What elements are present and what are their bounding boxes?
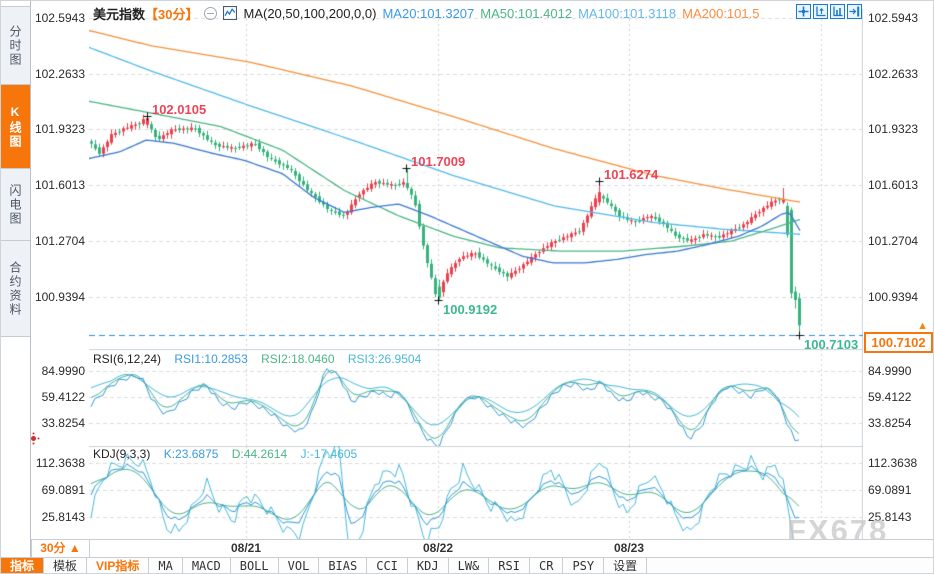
rsi-tick-label: 33.8254 — [41, 416, 85, 430]
price-annotation-label: 100.9192 — [442, 302, 498, 318]
kdj-tick-label: 112.3638 — [35, 456, 85, 470]
pan-right-icon[interactable] — [847, 4, 862, 19]
price-tick-label: 101.9323 — [34, 122, 85, 136]
auto-scale-icon[interactable] — [813, 4, 828, 19]
symbol-title: 美元指数【30分】 — [93, 4, 198, 23]
price-tick-label: 101.2704 — [34, 234, 85, 248]
current-price-box: 100.7102 ▲ — [864, 321, 933, 353]
price-tick-label: 102.2633 — [868, 67, 919, 81]
kdj-tick-label: 112.3638 — [868, 456, 918, 470]
date-tick: 08/22 — [422, 541, 454, 555]
chart-type-sidebar: 分时图 K线图 闪电图 合约资料 — [1, 1, 31, 557]
toolbar-tab-kdj[interactable]: KDJ — [408, 558, 449, 573]
kdj-tick-label: 69.0891 — [41, 483, 85, 497]
price-annotation-label: 102.0105 — [151, 102, 207, 118]
toolbar-tab-macd[interactable]: MACD — [183, 558, 231, 573]
kdj-j-value: J:-17.4605 — [300, 447, 358, 461]
price-tick-label: 100.9394 — [34, 290, 85, 304]
price-tick-label: 101.2704 — [868, 234, 919, 248]
toolbar-tab-ma[interactable]: MA — [149, 558, 183, 573]
sidebar-tab-lightning-chart[interactable]: 闪电图 — [1, 169, 30, 241]
toolbar-tab-bias[interactable]: BIAS — [319, 558, 368, 573]
kdj-tick-label: 25.8143 — [868, 510, 912, 524]
price-tick-label: 101.9323 — [868, 122, 919, 136]
rsi-params: RSI(6,12,24) — [93, 352, 162, 366]
price-up-arrow-icon: ▲ — [917, 320, 928, 332]
toolbar-tab-indicators[interactable]: 指标 — [1, 558, 45, 573]
current-price-value: 100.7102 — [871, 335, 926, 350]
rsi-tick-label: 84.9990 — [868, 364, 912, 378]
kdj-k-value: K:23.6875 — [163, 447, 219, 461]
toolbar-tab-templates[interactable]: 模板 — [44, 558, 88, 573]
main-chart-canvas[interactable] — [89, 9, 863, 349]
price-tick-label: 102.5943 — [868, 11, 919, 25]
indicator-toolbar: 指标 模板 VIP指标 MA MACD BOLL VOL BIAS CCI KD… — [1, 557, 933, 573]
price-annotation-label: 101.6274 — [603, 166, 659, 182]
ma-params: MA(20,50,100,200,0,0) — [243, 5, 377, 21]
kdj-params: KDJ(9,3,3) — [93, 447, 151, 461]
ma20-value: MA20:101.3207 — [382, 5, 475, 21]
rsi-header: RSI(6,12,24) RSI1:10.2853 RSI2:18.0460 R… — [93, 352, 431, 366]
collapse-icon[interactable] — [204, 6, 218, 20]
kdj-tick-label: 69.0891 — [868, 483, 912, 497]
kdj-d-value: D:44.2614 — [231, 447, 288, 461]
sidebar-tab-candlestick-chart[interactable]: K线图 — [1, 85, 30, 169]
chart-style-icon[interactable] — [223, 6, 238, 20]
rsi-tick-label: 59.4122 — [41, 390, 85, 404]
kdj-tick-label: 25.8143 — [41, 510, 85, 524]
chart-tool-icons — [796, 4, 862, 19]
price-tick-label: 102.2633 — [34, 67, 85, 81]
bar-scale-icon[interactable] — [830, 4, 845, 19]
symbol-name: 美元指数 — [93, 6, 146, 22]
period-label: 30分 — [40, 541, 66, 555]
toolbar-tab-rsi[interactable]: RSI — [489, 558, 530, 573]
price-annotation-label: 100.7103 — [803, 337, 859, 353]
rsi-chart-canvas[interactable] — [89, 349, 863, 446]
date-tick: 08/23 — [613, 541, 645, 555]
rsi2-value: RSI2:18.0460 — [261, 352, 335, 366]
chart-header: 美元指数【30分】 MA(20,50,100,200,0,0) MA20:101… — [93, 4, 759, 22]
rsi-tick-label: 33.8254 — [868, 416, 912, 430]
price-tick-label: 100.9394 — [868, 290, 919, 304]
ma200-value: MA200:101.5 — [682, 5, 760, 21]
toolbar-tab-lwr[interactable]: LW& — [449, 558, 490, 573]
price-tick-label: 101.6013 — [868, 178, 919, 192]
period-dropdown-icon: ▲ — [68, 541, 81, 555]
rsi-tick-label: 84.9990 — [41, 364, 85, 378]
period-selector[interactable]: 30分 ▲ — [31, 540, 90, 557]
toolbar-tab-vol[interactable]: VOL — [279, 558, 320, 573]
ma50-value: MA50:101.4012 — [480, 5, 573, 21]
ma100-value: MA100:101.3118 — [578, 5, 677, 21]
beacon-icon — [28, 433, 39, 444]
kdj-header: KDJ(9,3,3) K:23.6875 D:44.2614 J:-17.460… — [93, 447, 367, 461]
date-tick: 08/21 — [230, 541, 262, 555]
toolbar-tab-vip-indicators[interactable]: VIP指标 — [87, 558, 150, 573]
rsi-tick-label: 59.4122 — [868, 390, 912, 404]
price-tick-label: 102.5943 — [34, 11, 85, 25]
symbol-period: 【30分】 — [145, 6, 199, 22]
kdj-chart-canvas[interactable] — [89, 446, 863, 539]
toolbar-tab-cci[interactable]: CCI — [367, 558, 408, 573]
toolbar-tab-boll[interactable]: BOLL — [231, 558, 279, 573]
price-tick-label: 101.6013 — [34, 178, 85, 192]
rsi1-value: RSI1:10.2853 — [174, 352, 248, 366]
sidebar-tab-time-chart[interactable]: 分时图 — [1, 6, 30, 85]
toolbar-tab-cr[interactable]: CR — [530, 558, 564, 573]
toolbar-tab-psy[interactable]: PSY — [563, 558, 605, 573]
crosshair-pan-icon[interactable] — [796, 4, 811, 19]
sidebar-tab-contract-info[interactable]: 合约资料 — [1, 241, 30, 337]
rsi3-value: RSI3:26.9504 — [347, 352, 422, 366]
price-annotation-label: 101.7009 — [411, 154, 466, 170]
timeline-row: 30分 ▲ 08/21 08/22 08/23 — [1, 539, 933, 557]
toolbar-tab-settings[interactable]: 设置 — [604, 558, 648, 573]
